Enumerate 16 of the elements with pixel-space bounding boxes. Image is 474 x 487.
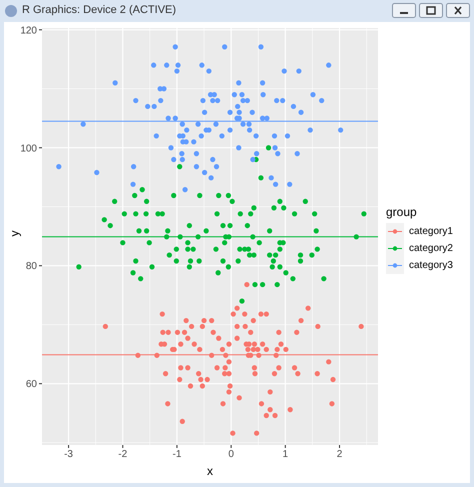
x-tick-label: 0	[228, 449, 234, 460]
x-tick-label: -1	[172, 449, 182, 460]
y-tick-label: 80	[26, 261, 38, 272]
x-tick-label: -3	[64, 449, 74, 460]
legend-label: category2	[409, 243, 453, 254]
x-tick-label: 1	[282, 449, 289, 460]
y-tick-label: 120	[20, 25, 38, 36]
y-tick-label: 100	[20, 143, 38, 154]
x-tick-label: 2	[336, 449, 343, 460]
legend-label: category3	[409, 260, 453, 271]
x-tick-label: -2	[118, 449, 128, 460]
legend-label: category1	[409, 226, 453, 237]
legend-title: group	[386, 205, 418, 219]
x-axis-title: x	[207, 464, 213, 478]
y-tick-label: 60	[26, 379, 38, 390]
y-axis-title: y	[7, 230, 22, 236]
